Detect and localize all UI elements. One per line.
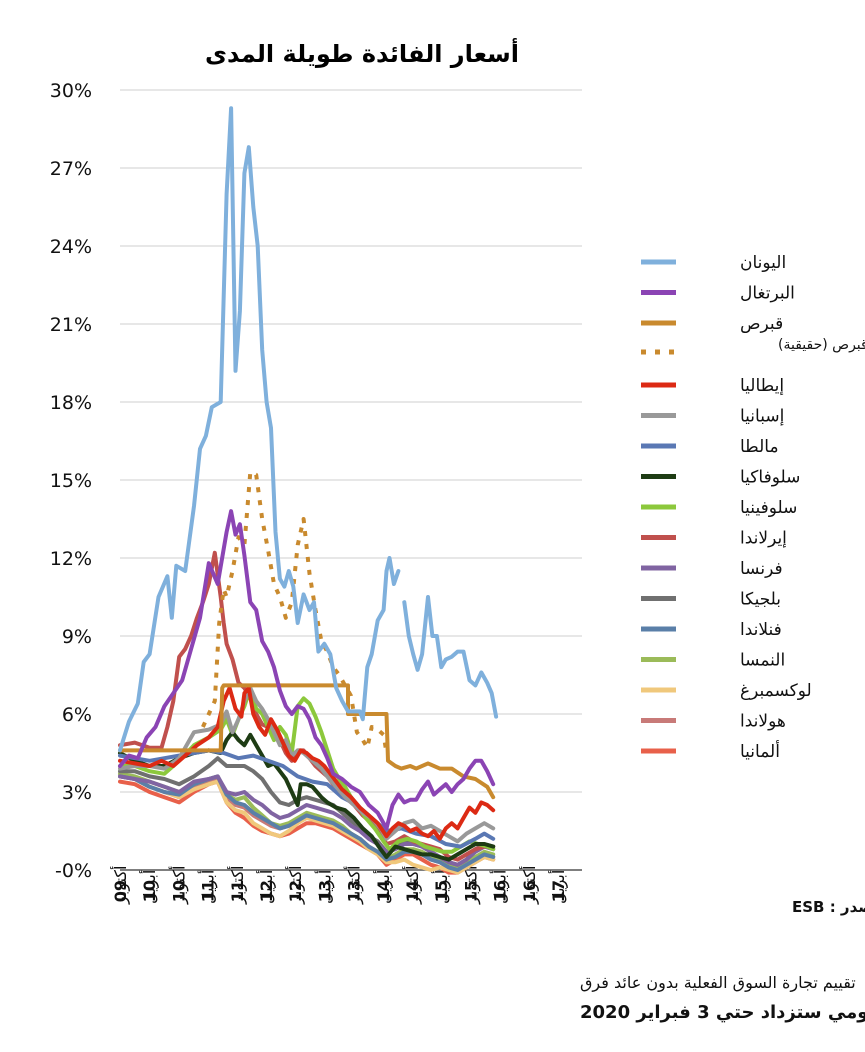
x-tick-year: 16: [520, 880, 539, 902]
x-tick-month: أكتوبر: [519, 866, 540, 905]
y-tick-label: 3%: [62, 782, 92, 804]
x-tick-year: 12: [286, 880, 305, 902]
series-line: [118, 683, 496, 800]
x-tick-year: 17: [549, 880, 568, 902]
x-tick-month: أبريل: [431, 870, 452, 904]
x-tick-year: 10: [140, 880, 159, 902]
x-tick-year: 12: [257, 880, 276, 902]
x-tick-month: أبريل: [256, 870, 277, 904]
series-line: [118, 106, 401, 753]
x-tick-year: 15: [461, 880, 480, 902]
source-label: المصدر : ESB: [792, 898, 865, 916]
series-line: [118, 686, 496, 854]
chart-title: أسعار الفائدة طويلة المدى: [205, 38, 519, 68]
y-tick-label: 9%: [62, 626, 92, 648]
x-tick-year: 10: [169, 880, 188, 902]
x-tick-month: أبريل: [490, 870, 511, 904]
footnote-line-2: لسند قبرص الحكومي ستزداد حتي 3 فبراير 20…: [580, 1002, 865, 1023]
x-tick-month: أبريل: [198, 870, 219, 904]
legend-label: قبرص (حقيقية): [778, 337, 865, 353]
x-tick-month: أكتوبر: [285, 866, 306, 905]
series-line: [402, 595, 499, 719]
legend-label: إسبانيا: [740, 407, 784, 427]
legend-label: اليونان: [740, 253, 786, 273]
legend-label: لوكسمبرغ: [740, 681, 812, 701]
series-line: [118, 771, 496, 875]
y-tick-label: 24%: [50, 236, 92, 258]
legend-label: فنلاندا: [740, 620, 782, 640]
legend: اليونان البرتغال قبرص قبرص (حقيقية) إيطاليا إ…: [641, 253, 865, 762]
x-tick-year: 11: [228, 880, 247, 902]
x-tick-year: 13: [345, 880, 364, 902]
legend-label: فرنسا: [740, 559, 783, 579]
x-tick-month: أكتوبر: [460, 866, 481, 905]
legend-label: سلوفاكيا: [740, 468, 800, 488]
x-tick-month: أكتوبر: [168, 866, 189, 905]
x-tick-month: أكتوبر: [402, 866, 423, 905]
x-tick-month: أبريل: [373, 870, 394, 904]
y-tick-label: 21%: [50, 314, 92, 336]
legend-label: سلوفينيا: [740, 498, 797, 518]
legend-label: النمسا: [740, 651, 785, 671]
y-tick-label: 6%: [62, 704, 92, 726]
x-tick-month: أكتوبر: [227, 866, 248, 905]
series-lines: [118, 106, 499, 875]
y-tick-label: 18%: [50, 392, 92, 414]
series-line: [118, 509, 496, 831]
x-tick-month: أبريل: [548, 870, 569, 904]
x-tick-month: أبريل: [139, 870, 160, 904]
legend-label: البرتغال: [740, 284, 795, 304]
legend-label: قبرص: [740, 314, 783, 334]
x-tick-year: 16: [491, 880, 510, 902]
y-axis-ticks: 30% 27% 24% 21% 18% 15% 12% 9% 6% 3% -0%: [50, 80, 92, 882]
y-tick-label: 15%: [50, 470, 92, 492]
legend-label: ألمانيا: [740, 740, 780, 762]
y-tick-label: 12%: [50, 548, 92, 570]
x-tick-month: أكتوبر: [344, 866, 365, 905]
legend-label: إيطاليا: [740, 376, 784, 396]
x-tick-year: 13: [315, 880, 334, 902]
x-tick-month: أبريل: [314, 870, 335, 904]
legend-label: بلجيكا: [740, 590, 781, 610]
x-tick-year: 14: [374, 880, 393, 902]
x-tick-year: 09: [111, 880, 130, 902]
footnote-line-1: تقييم تجارة السوق الفعلية بدون عائد فرق: [580, 973, 856, 993]
legend-label: مالطا: [740, 437, 779, 457]
y-tick-label: 30%: [50, 80, 92, 102]
legend-label: إيرلاندا: [740, 529, 787, 549]
x-tick-year: 14: [403, 880, 422, 902]
x-tick-month: أكتوبر: [110, 866, 131, 905]
x-tick-year: 15: [432, 880, 451, 902]
x-tick-year: 11: [199, 880, 218, 902]
y-tick-label: 27%: [50, 158, 92, 180]
y-tick-label: -0%: [55, 860, 92, 882]
legend-label: هولاندا: [740, 712, 786, 732]
